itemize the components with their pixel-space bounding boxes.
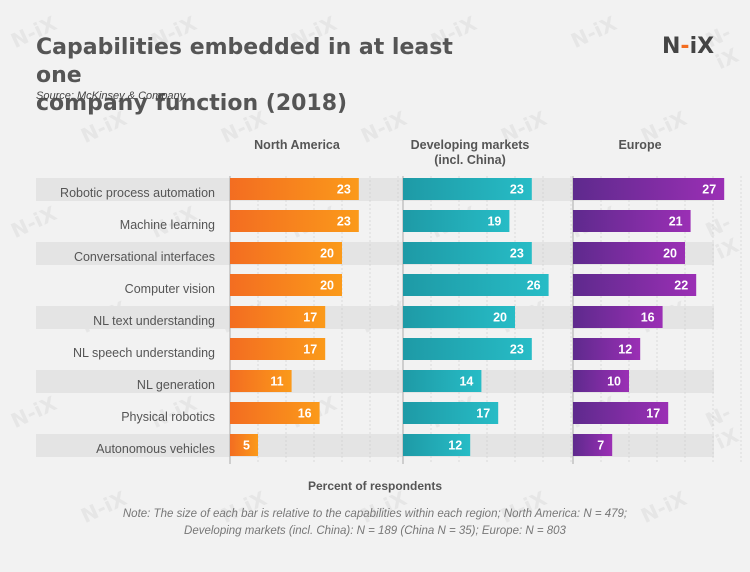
bar-value-label: 10 <box>607 375 621 389</box>
bar-value-label: 27 <box>702 183 716 197</box>
footnote-line-1: Note: The size of each bar is relative t… <box>122 508 628 520</box>
category-label: NL speech understanding <box>73 346 215 360</box>
source-note: Source: McKinsey & Company <box>36 90 186 102</box>
category-label: NL text understanding <box>93 314 215 328</box>
bar <box>573 306 663 328</box>
category-label: NL generation <box>137 378 215 392</box>
bar-value-label: 23 <box>510 247 524 261</box>
bar <box>573 178 725 200</box>
bar-value-label: 20 <box>320 247 334 261</box>
footnote-line-2: Developing markets (incl. China): N = 18… <box>184 525 566 537</box>
bar-value-label: 23 <box>510 183 524 197</box>
category-label: Computer vision <box>125 282 215 296</box>
bar-value-label: 22 <box>674 279 688 293</box>
row-band <box>36 434 714 457</box>
series-header: Developing markets <box>411 138 530 152</box>
row-band <box>36 242 714 265</box>
title-line-1: Capabilities embedded in at least one <box>36 35 453 88</box>
bar <box>403 434 471 456</box>
bar <box>230 242 342 264</box>
x-axis-label: Percent of respondents <box>307 479 443 493</box>
bar <box>403 402 499 424</box>
category-label: Physical robotics <box>121 410 215 424</box>
bar-value-label: 11 <box>270 375 283 389</box>
bar-value-label: 23 <box>510 343 524 357</box>
bar <box>573 434 613 456</box>
bar-value-label: 17 <box>476 407 490 421</box>
series-header: (incl. China) <box>434 153 506 167</box>
bar-value-label: 17 <box>303 343 317 357</box>
bar-value-label: 14 <box>459 375 473 389</box>
bar <box>230 370 292 392</box>
title-line-2: company function (2018) <box>36 91 348 116</box>
series-header: North America <box>254 138 341 152</box>
bar-value-label: 12 <box>448 439 462 453</box>
row-band <box>36 306 714 329</box>
bar <box>403 338 532 360</box>
bar <box>230 434 258 456</box>
bar-value-label: 23 <box>337 183 351 197</box>
bar-value-label: 16 <box>641 311 655 325</box>
bar <box>230 338 326 360</box>
bar-value-label: 23 <box>337 215 351 229</box>
bar <box>230 274 342 296</box>
bar <box>230 178 359 200</box>
logo-n: N <box>662 34 681 59</box>
bar <box>573 274 697 296</box>
logo-dash: - <box>680 34 690 59</box>
bar-value-label: 20 <box>320 279 334 293</box>
bar-value-label: 5 <box>243 439 250 453</box>
bar <box>573 370 629 392</box>
category-label: Machine learning <box>120 218 215 232</box>
bar-value-label: 21 <box>669 215 683 229</box>
bar <box>230 210 359 232</box>
category-label: Autonomous vehicles <box>96 442 215 456</box>
series-header: Europe <box>618 138 661 152</box>
category-label: Conversational interfaces <box>74 250 215 264</box>
bar <box>230 306 326 328</box>
bar-value-label: 17 <box>646 407 660 421</box>
bar <box>573 402 669 424</box>
bar-value-label: 19 <box>487 215 501 229</box>
footnote: Note: The size of each bar is relative t… <box>60 506 690 540</box>
row-band <box>36 370 714 393</box>
bar <box>573 338 641 360</box>
bar <box>403 178 532 200</box>
bar <box>403 306 515 328</box>
bar <box>230 402 320 424</box>
bar <box>403 370 482 392</box>
bar <box>403 210 510 232</box>
bar-value-label: 20 <box>493 311 507 325</box>
bar <box>573 210 691 232</box>
bar <box>403 274 549 296</box>
nix-logo: N-iX <box>662 34 714 59</box>
bar-value-label: 7 <box>597 439 604 453</box>
bar <box>403 242 532 264</box>
bar <box>573 242 685 264</box>
bar-value-label: 12 <box>618 343 632 357</box>
bar-value-label: 17 <box>303 311 317 325</box>
bar-value-label: 20 <box>663 247 677 261</box>
logo-ix: iX <box>689 34 715 59</box>
row-band <box>36 178 714 201</box>
bar-value-label: 16 <box>298 407 312 421</box>
category-label: Robotic process automation <box>60 186 215 200</box>
chart-title: Capabilities embedded in at least one co… <box>36 34 506 118</box>
bar-value-label: 26 <box>527 279 541 293</box>
